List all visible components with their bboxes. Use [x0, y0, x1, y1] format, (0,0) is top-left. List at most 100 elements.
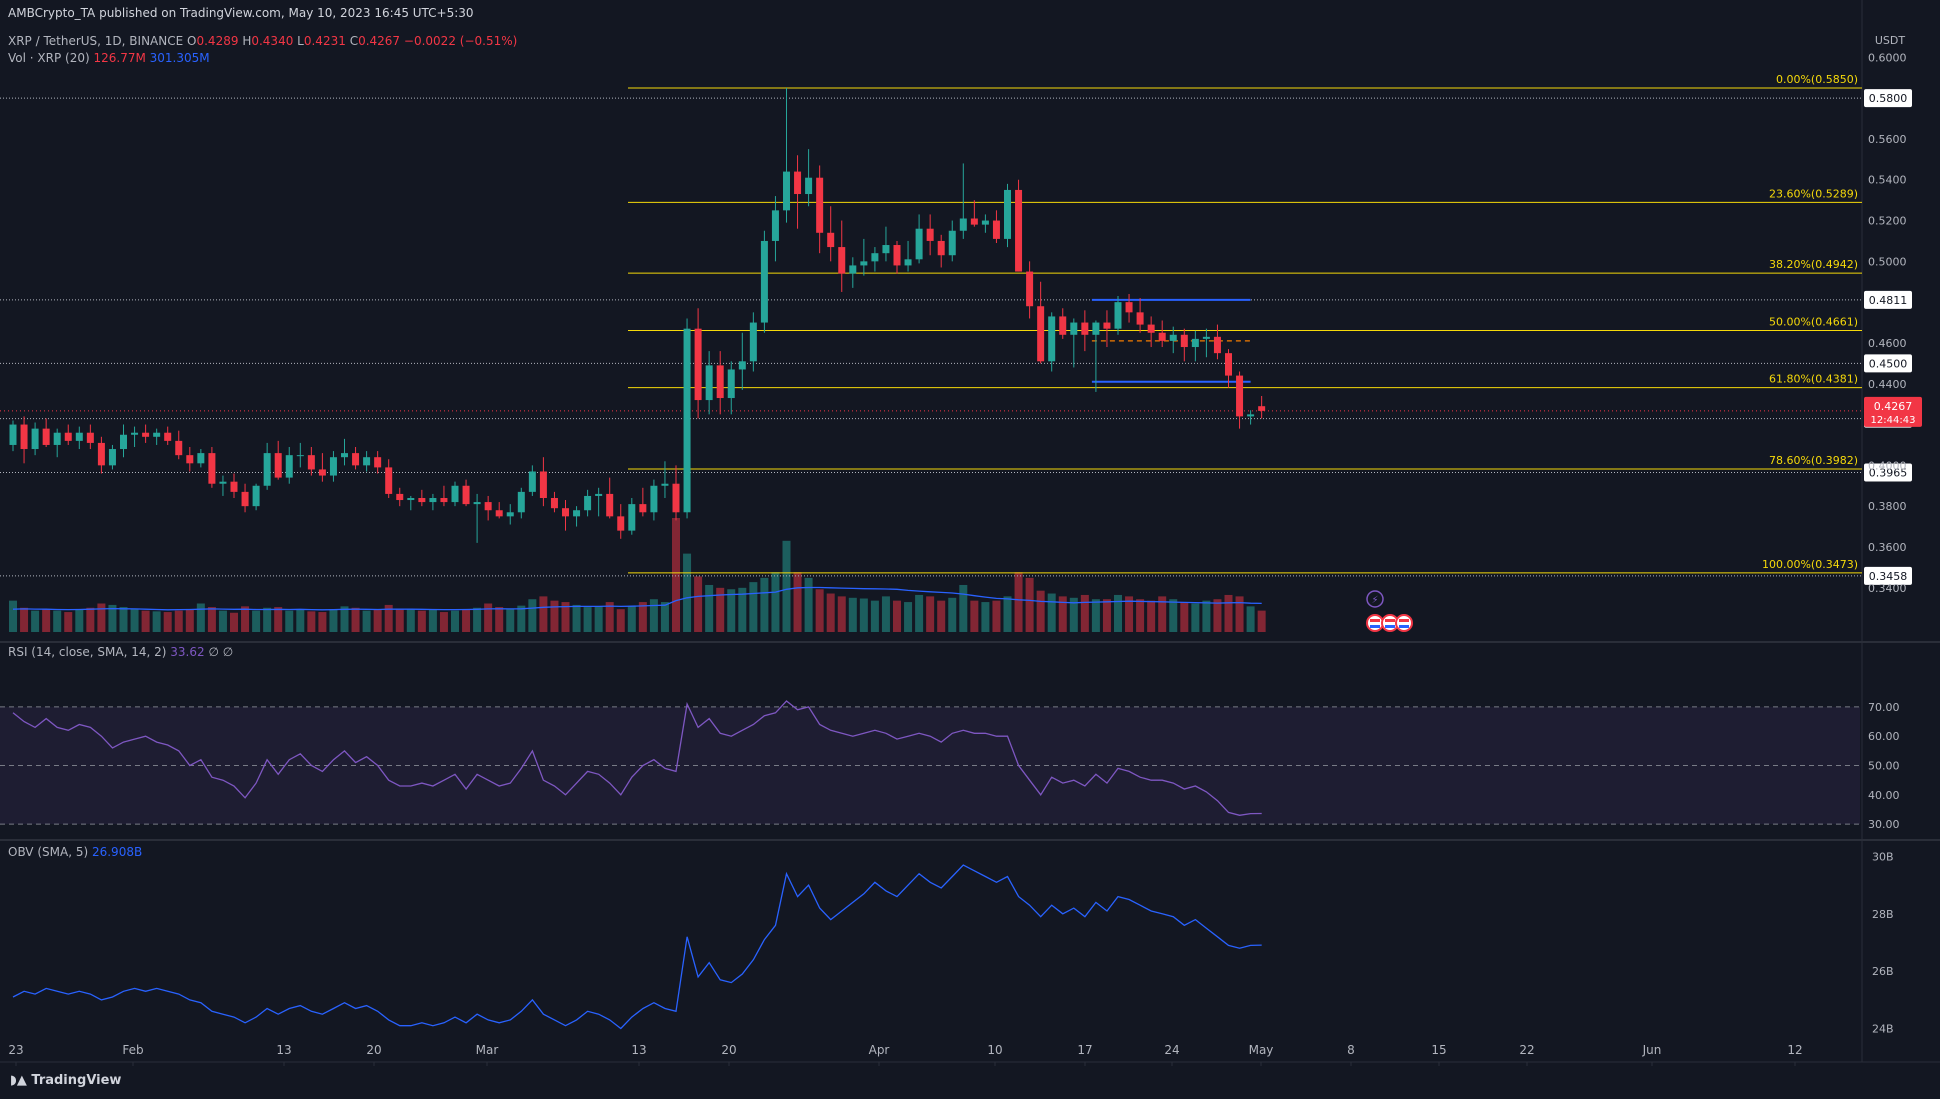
candle-body: [64, 432, 72, 441]
fibonacci-retracement[interactable]: 0.00%(0.5850) 23.60%(0.5289) 38.20%(0.4942…: [628, 73, 1862, 574]
volume-bar: [1257, 610, 1266, 632]
obv-value: 26.908B: [91, 845, 143, 859]
flag-stripe: [1385, 619, 1395, 622]
ohlc-high: 0.4340: [251, 34, 294, 48]
candle-body: [1026, 271, 1034, 307]
candle-body: [959, 218, 967, 231]
time-tick-label: 24: [1164, 1043, 1179, 1057]
volume-bar: [108, 604, 117, 632]
candle-body: [849, 265, 857, 274]
volume-bar: [1025, 577, 1034, 632]
volume-bar: [439, 612, 448, 632]
volume-bar: [837, 596, 846, 632]
level-price-label: 0.5800: [1869, 92, 1908, 105]
current-price-label: 0.4267: [1874, 400, 1913, 413]
price-tick-label: 0.5200: [1868, 215, 1907, 228]
obv-tick-label: 24B: [1872, 1023, 1894, 1036]
volume-bar: [31, 610, 40, 632]
candle-body: [860, 261, 868, 266]
volume-bar: [1003, 596, 1012, 632]
candle-body: [628, 504, 636, 531]
fib-level-label: 61.80%(0.4381): [1769, 373, 1858, 386]
candle-body: [727, 369, 735, 399]
candle-body: [197, 453, 205, 464]
time-tick-label: 13: [631, 1043, 646, 1057]
volume-bar: [406, 609, 415, 632]
rsi-line: [12, 700, 1262, 816]
candle-body: [97, 442, 105, 466]
volume-bar: [881, 596, 890, 632]
price-tick-label: 0.5400: [1868, 174, 1907, 187]
volume-bar: [672, 518, 680, 632]
volume-bar: [1114, 594, 1122, 632]
current-price-tag: [1864, 396, 1922, 427]
volume-bar: [1147, 600, 1156, 632]
volume-bar: [848, 597, 857, 632]
candle-body: [274, 453, 282, 478]
publisher-line: AMBCrypto_TA published on TradingView.co…: [8, 6, 474, 20]
volume-bar: [793, 572, 802, 632]
volume-bar: [119, 607, 128, 632]
volume-bar: [760, 577, 769, 632]
candle-body: [1136, 312, 1144, 325]
candle-body: [1158, 332, 1166, 341]
candle-body: [760, 240, 768, 323]
volume-bar: [550, 600, 559, 632]
candle-body: [650, 485, 658, 513]
fib-level-label: 100.00%(0.3473): [1762, 558, 1858, 571]
time-tick-label: 20: [366, 1043, 381, 1057]
candle-body: [1147, 324, 1155, 333]
time-tick-label: 23: [8, 1043, 23, 1057]
time-tick-label: 22: [1519, 1043, 1534, 1057]
event-markers[interactable]: ⚡: [1366, 590, 1413, 632]
volume-bar: [384, 604, 393, 632]
volume-bar: [196, 603, 205, 632]
candle-body: [948, 230, 956, 256]
time-tick-label: Apr: [869, 1043, 890, 1057]
time-tick-label: 8: [1347, 1043, 1355, 1057]
fib-level-label: 0.00%(0.5850): [1776, 73, 1858, 86]
tradingview-logo[interactable]: ◗▲ TradingView: [10, 1073, 121, 1088]
candle-body: [462, 485, 470, 505]
volume-bar: [462, 609, 471, 632]
candle-body: [672, 483, 680, 513]
candle-body: [418, 497, 426, 503]
candle-body: [131, 432, 139, 435]
candle-body: [716, 365, 724, 399]
candle-body: [1213, 336, 1221, 354]
candle-body: [506, 512, 514, 517]
volume-bar: [218, 610, 227, 632]
volume-bar: [1136, 599, 1145, 632]
rsi-value-3: ∅: [222, 645, 234, 659]
volume-bar: [285, 610, 294, 632]
candle-body: [1059, 316, 1067, 335]
candle-body: [374, 457, 382, 468]
candle-body: [120, 434, 127, 450]
candle-body: [31, 428, 39, 450]
obv-legend[interactable]: OBV (SMA, 5) 26.908B: [8, 845, 142, 859]
candle-body: [893, 245, 901, 266]
volume-bar: [539, 596, 548, 632]
rsi-legend[interactable]: RSI (14, close, SMA, 14, 2) 33.62 ∅ ∅: [8, 645, 233, 659]
ohlc-o-label: O: [187, 34, 197, 48]
volume-legend[interactable]: Vol · XRP (20) 126.77M 301.305M: [8, 51, 210, 65]
volume-bar: [130, 608, 139, 632]
candle-body: [1202, 336, 1210, 339]
rsi-tick-label: 50.00: [1868, 760, 1900, 773]
volume-bar: [804, 577, 813, 632]
volume-bar: [174, 610, 183, 632]
volume-bar: [417, 610, 426, 632]
lightning-glyph: ⚡: [1371, 595, 1378, 606]
candlesticks: [9, 87, 1266, 543]
volume-bar: [1091, 599, 1100, 632]
candle-body: [285, 455, 293, 478]
rsi-value-2: ∅: [208, 645, 219, 659]
volume-bar: [263, 607, 272, 632]
level-price-tag: [1864, 89, 1912, 108]
obv-tick-label: 30B: [1872, 850, 1894, 863]
candle-body: [915, 228, 923, 260]
symbol-legend[interactable]: XRP / TetherUS, 1D, BINANCE O0.4289 H0.4…: [8, 34, 517, 48]
candle-body: [992, 220, 1000, 239]
